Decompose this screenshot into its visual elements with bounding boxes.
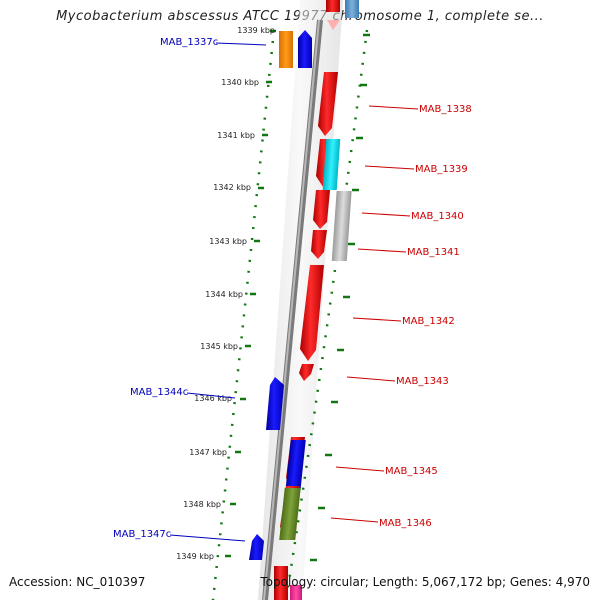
gene-feature-top-steel[interactable] [345, 0, 359, 18]
leader-mab-1346 [330, 517, 379, 523]
gene-feature-mab-1345[interactable] [285, 440, 306, 490]
gene-label-mab-1337c[interactable]: MAB_1337c [160, 37, 218, 48]
chromosome-backbone-highlight [263, 19, 320, 600]
outer-scale-arc [284, 29, 369, 600]
gene-label-mab-1342[interactable]: MAB_1342 [402, 316, 455, 327]
scale-tick-marks [225, 29, 276, 558]
gene-feature-mab-1344c[interactable] [266, 377, 284, 430]
outer-tick-marks [310, 33, 370, 562]
scale-label-1347: 1347 kbp [189, 448, 227, 457]
gene-feature-mab-1343[interactable] [299, 364, 314, 381]
gene-feature-mab-1346[interactable] [279, 488, 301, 540]
genome-summary-text: Topology: circular; Length: 5,067,172 bp… [260, 575, 590, 589]
gene-label-mab-1339[interactable]: MAB_1339 [415, 164, 468, 175]
gene-feature-bottom-red[interactable] [274, 566, 288, 600]
scale-label-1348: 1348 kbp [183, 500, 221, 509]
gene-feature-orange[interactable] [279, 31, 293, 68]
scale-label-1343: 1343 kbp [209, 237, 247, 246]
gene-feature-bottom-pink[interactable] [290, 585, 302, 600]
leader-mab-1338 [368, 105, 419, 110]
scale-label-1344: 1344 kbp [205, 290, 243, 299]
gene-feature-mab-1342[interactable] [300, 265, 324, 361]
scale-label-1340: 1340 kbp [221, 78, 259, 87]
leader-mab-1340 [361, 212, 411, 217]
gene-feature-top-red[interactable] [326, 0, 340, 12]
gene-feature-mab-1340[interactable] [331, 191, 352, 261]
leader-mab-1345 [335, 466, 385, 472]
leader-mab-1347c [169, 534, 246, 542]
leader-mab-1342 [352, 317, 402, 322]
scale-label-1345: 1345 kbp [200, 342, 238, 351]
scale-label-1346: 1346 kbp [194, 394, 232, 403]
leader-mab-1339 [364, 165, 415, 170]
accession-text: Accession: NC_010397 [9, 575, 146, 589]
gene-label-mab-1346[interactable]: MAB_1346 [379, 518, 432, 529]
gene-feature-mab-1339[interactable] [322, 139, 341, 190]
gene-label-mab-1345[interactable]: MAB_1345 [385, 466, 438, 477]
gene-label-mab-1338[interactable]: MAB_1338 [419, 104, 472, 115]
gene-feature-mab-1338[interactable] [318, 72, 338, 136]
leader-mab-1337c [215, 42, 267, 46]
gene-label-mab-1344c[interactable]: MAB_1344c [130, 387, 188, 398]
gene-label-mab-1347c[interactable]: MAB_1347c [113, 529, 171, 540]
gene-feature-mab-1341[interactable] [311, 230, 327, 259]
scale-label-1339: 1339 kbp [237, 26, 275, 35]
gene-label-mab-1340[interactable]: MAB_1340 [411, 211, 464, 222]
gene-label-mab-1343[interactable]: MAB_1343 [396, 376, 449, 387]
gene-label-mab-1341[interactable]: MAB_1341 [407, 247, 460, 258]
leader-mab-1343 [346, 376, 396, 382]
scale-label-1341: 1341 kbp [217, 131, 255, 140]
leader-mab-1344c [186, 392, 236, 399]
gene-feature-mab-1337c[interactable] [298, 30, 312, 68]
scale-label-1349: 1349 kbp [176, 552, 214, 561]
gene-feature-mab-1347c[interactable] [249, 534, 264, 560]
leader-mab-1341 [357, 248, 407, 253]
gene-feature-top-pink-arrow[interactable] [327, 20, 340, 30]
scale-label-1342: 1342 kbp [213, 183, 251, 192]
gene-feature-1340-red[interactable] [313, 190, 330, 229]
